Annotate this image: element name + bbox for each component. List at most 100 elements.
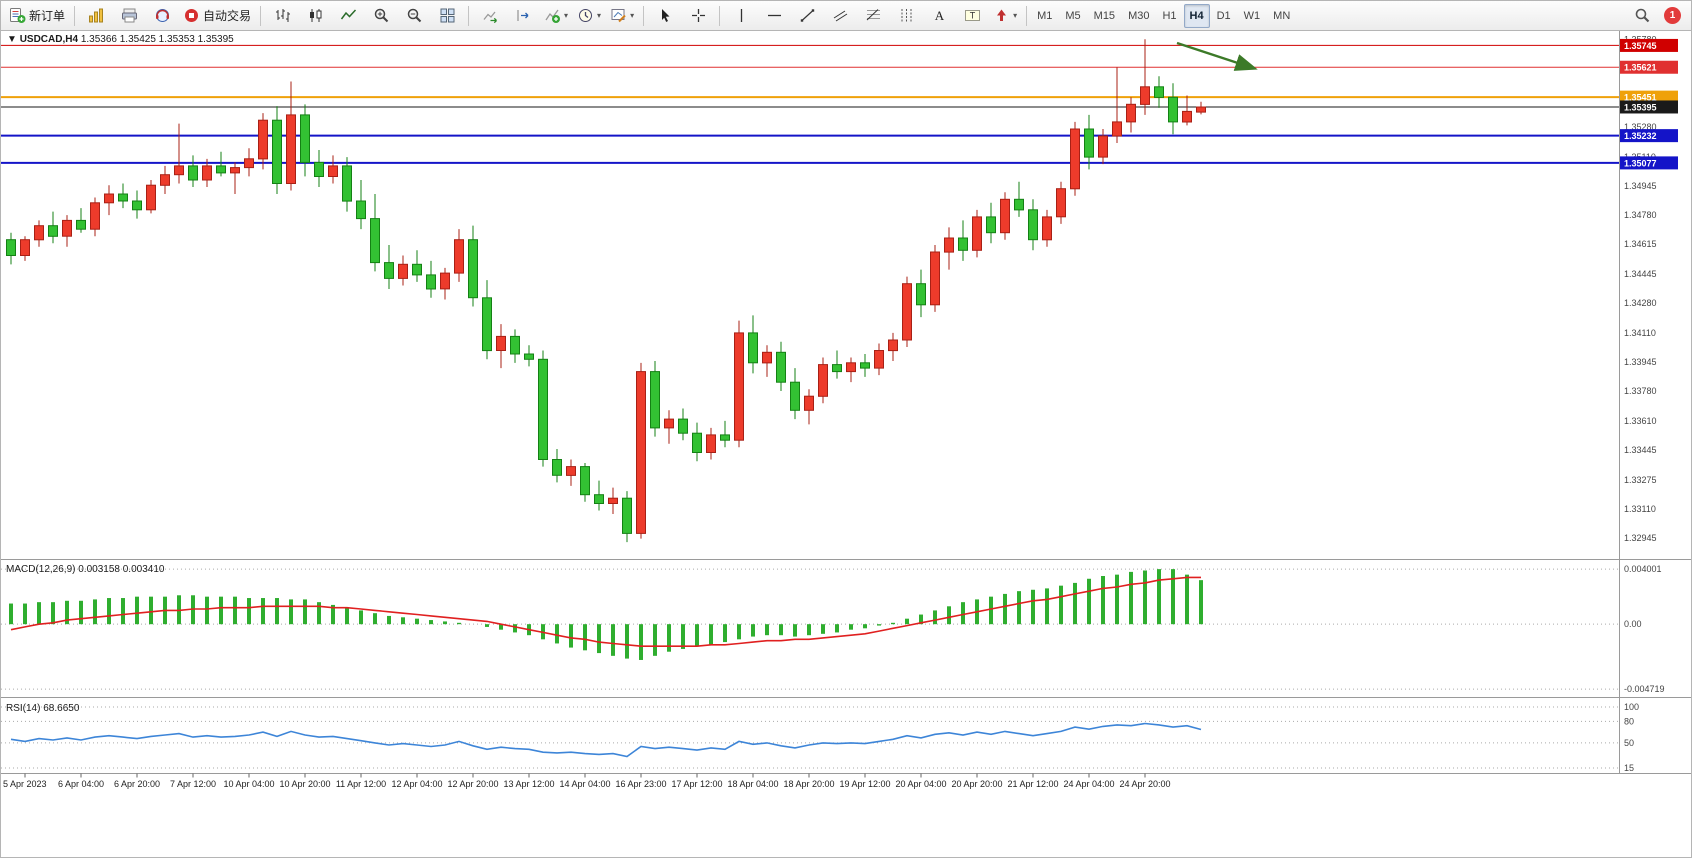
hline-icon	[767, 14, 781, 17]
svg-text:24 Apr 20:00: 24 Apr 20:00	[1119, 779, 1170, 789]
cursor-icon	[661, 9, 670, 22]
cycles-icon	[901, 9, 912, 22]
bars-icon	[275, 9, 290, 22]
svg-text:6 Apr 04:00: 6 Apr 04:00	[58, 779, 104, 789]
toolbar-separator	[468, 5, 470, 26]
notification-badge[interactable]: 1	[1664, 7, 1681, 24]
chart-shift-button[interactable]	[507, 3, 539, 29]
timeframe-h4-button[interactable]: H4	[1183, 3, 1210, 28]
svg-text:15: 15	[1624, 763, 1634, 773]
svg-text:13 Apr 12:00: 13 Apr 12:00	[503, 779, 554, 789]
timeframe-w1-button[interactable]: W1	[1243, 9, 1261, 22]
chevron-down-icon: ▾	[597, 10, 602, 20]
svg-text:1.32945: 1.32945	[1624, 533, 1657, 543]
print-button[interactable]	[113, 3, 145, 29]
horizontal-line-button[interactable]	[758, 3, 790, 29]
autoscroll-button[interactable]	[474, 3, 506, 29]
timeframe-d1-button[interactable]: D1	[1216, 9, 1231, 22]
autotrading-button[interactable]: 自动交易	[179, 3, 255, 29]
svg-text:-0.004719: -0.004719	[1624, 684, 1665, 694]
trendline-button[interactable]	[791, 3, 823, 29]
toolbar-separator	[643, 5, 645, 26]
svg-text:50: 50	[1624, 738, 1634, 748]
channel-icon	[833, 10, 847, 22]
cursor-button[interactable]	[649, 3, 681, 29]
zoom-in-button[interactable]	[365, 3, 397, 29]
svg-text:1.35077: 1.35077	[1624, 158, 1657, 168]
tile-windows-button[interactable]	[431, 3, 463, 29]
charts-stack-button[interactable]	[80, 3, 112, 29]
vline-icon	[740, 9, 742, 22]
toolbar-buttons: 新订单 自动交易 ▾ ▾ ▾ A T ▾	[5, 3, 1031, 29]
vertical-line-button[interactable]	[725, 3, 757, 29]
cycle-lines-button[interactable]	[890, 3, 922, 29]
timeframe-m1-button[interactable]: M1	[1037, 9, 1053, 22]
svg-text:11 Apr 12:00: 11 Apr 12:00	[336, 779, 386, 789]
periods-button[interactable]: ▾	[573, 3, 605, 29]
chart-window: 1.357801.356151.354451.352801.351101.349…	[1, 31, 1692, 858]
charts-stack-icon	[88, 8, 103, 23]
svg-text:1.34445: 1.34445	[1624, 269, 1657, 279]
bars-button[interactable]	[266, 3, 298, 29]
indicators-icon	[545, 9, 561, 23]
svg-text:1.33275: 1.33275	[1624, 475, 1657, 485]
arrows-button[interactable]: ▾	[989, 3, 1021, 29]
text-icon: A	[934, 8, 944, 23]
new-order-button[interactable]: 新订单	[5, 3, 69, 29]
autotrading-icon	[185, 9, 199, 22]
search-button[interactable]	[1626, 3, 1658, 29]
price-chart-canvas[interactable]: 1.357801.356151.354451.352801.351101.349…	[1, 31, 1692, 858]
svg-text:A: A	[934, 8, 944, 23]
svg-text:19 Apr 12:00: 19 Apr 12:00	[839, 779, 890, 789]
timeframe-m30-button[interactable]: M30	[1128, 9, 1150, 22]
collapse-chart-icon[interactable]: ▼	[7, 34, 17, 45]
fibonacci-button[interactable]	[857, 3, 889, 29]
svg-text:6 Apr 20:00: 6 Apr 20:00	[114, 779, 160, 789]
tile-icon	[440, 8, 455, 23]
toolbar-separator	[74, 5, 76, 26]
svg-text:T: T	[969, 11, 975, 21]
candlesticks-button[interactable]	[299, 3, 331, 29]
channel-button[interactable]	[824, 3, 856, 29]
macd-indicator-label: MACD(12,26,9) 0.003158 0.003410	[6, 564, 165, 575]
svg-text:1.33110: 1.33110	[1624, 504, 1656, 514]
line-chart-button[interactable]	[332, 3, 364, 29]
svg-text:12 Apr 20:00: 12 Apr 20:00	[447, 779, 498, 789]
svg-text:18 Apr 20:00: 18 Apr 20:00	[783, 779, 834, 789]
clock-icon	[579, 9, 593, 22]
svg-text:1.33780: 1.33780	[1624, 386, 1657, 396]
svg-text:1.33445: 1.33445	[1624, 445, 1657, 455]
timeframe-m15-button[interactable]: M15	[1093, 9, 1116, 22]
autotrading-button-label: 自动交易	[203, 9, 252, 23]
toolbar-separator	[1026, 5, 1028, 26]
toolbar-separator	[719, 5, 721, 26]
crosshair-button[interactable]	[682, 3, 714, 29]
svg-text:1.35232: 1.35232	[1624, 131, 1657, 141]
symbol-name: USDCAD,H4	[19, 34, 79, 45]
svg-text:16 Apr 23:00: 16 Apr 23:00	[615, 779, 666, 789]
chart-symbol-label: ▼ USDCAD,H4 1.35366 1.35425 1.35353 1.35…	[7, 34, 234, 45]
autoscroll-icon	[483, 11, 497, 24]
text-button[interactable]: A	[923, 3, 955, 29]
new-order-icon	[10, 8, 26, 23]
zoom-out-icon	[407, 8, 421, 23]
support-button[interactable]	[146, 3, 178, 29]
svg-text:10 Apr 04:00: 10 Apr 04:00	[223, 779, 274, 789]
svg-text:17 Apr 12:00: 17 Apr 12:00	[671, 779, 722, 789]
indicators-button[interactable]: ▾	[540, 3, 572, 29]
timeframe-m5-button[interactable]: M5	[1065, 9, 1081, 22]
chevron-down-icon: ▾	[1013, 10, 1018, 20]
svg-text:100: 100	[1624, 702, 1639, 712]
svg-text:18 Apr 04:00: 18 Apr 04:00	[727, 779, 778, 789]
svg-text:14 Apr 04:00: 14 Apr 04:00	[559, 779, 610, 789]
zoom-out-button[interactable]	[398, 3, 430, 29]
symbol-ohlc: 1.35366 1.35425 1.35353 1.35395	[80, 34, 234, 45]
templates-button[interactable]: ▾	[606, 3, 638, 29]
svg-text:1.33610: 1.33610	[1624, 416, 1657, 426]
svg-text:1.34780: 1.34780	[1624, 210, 1657, 220]
text-label-button[interactable]: T	[956, 3, 988, 29]
timeframe-h1-button[interactable]: H1	[1162, 9, 1177, 22]
timeframe-mn-button[interactable]: MN	[1273, 9, 1291, 22]
trendline-icon	[800, 9, 814, 22]
crosshair-icon	[691, 9, 705, 22]
